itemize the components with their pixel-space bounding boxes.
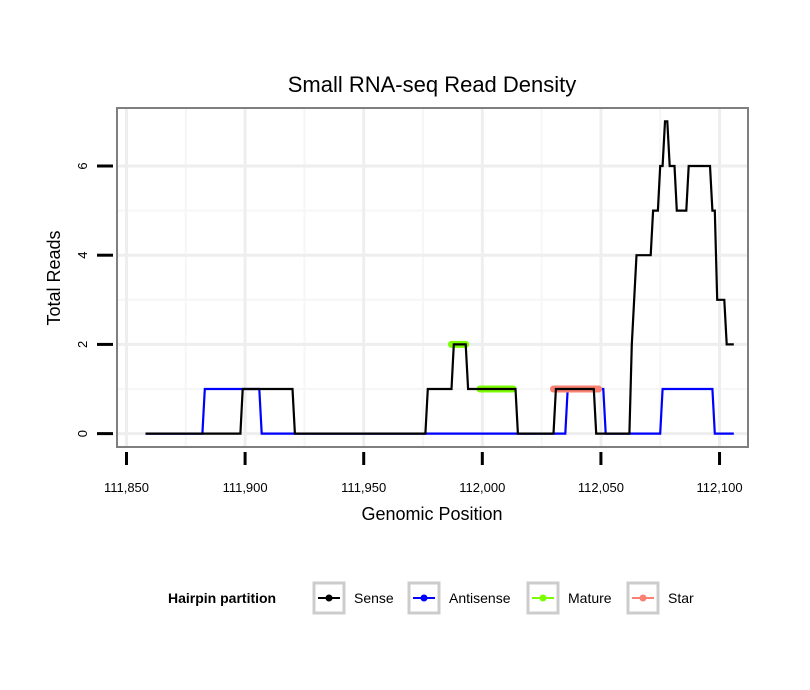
y-axis: 0 2 4 6 [75, 162, 113, 437]
legend-key-point [420, 594, 428, 602]
plot-border [116, 107, 749, 448]
legend-item-mature: Mature [526, 581, 612, 615]
legend-item-star: Star [626, 581, 694, 615]
x-tick-label: 112,100 [697, 480, 743, 495]
legend-label: Antisense [449, 590, 511, 606]
legend-title: Hairpin partition [168, 590, 276, 606]
y-tick-label: 0 [75, 430, 90, 437]
legend-item-antisense: Antisense [407, 581, 511, 615]
chart-title: Small RNA-seq Read Density [288, 72, 577, 97]
legend-key-point [325, 594, 333, 602]
y-tick-label: 2 [75, 341, 90, 348]
x-tick-label: 112,050 [578, 480, 624, 495]
x-tick-label: 111,950 [341, 480, 386, 495]
legend-label: Sense [354, 590, 394, 606]
x-tick-label: 112,000 [459, 480, 505, 495]
y-axis-title: Total Reads [44, 230, 64, 325]
legend-label: Star [668, 590, 694, 606]
plot-panel [117, 108, 748, 447]
legend-item-sense: Sense [312, 581, 394, 615]
x-axis-title: Genomic Position [361, 504, 502, 524]
legend-label: Mature [568, 590, 612, 606]
series-layer [145, 120, 734, 435]
y-tick-label: 6 [75, 162, 90, 169]
x-axis: 111,850 111,900 111,950 112,000 112,050 112,1… [104, 452, 743, 495]
x-tick-label: 111,850 [104, 480, 149, 495]
y-tick-label: 4 [75, 252, 90, 259]
series-sense-line [145, 120, 734, 435]
legend-items: Sense Antisense Mature Star [312, 581, 694, 615]
legend-key-point [539, 594, 547, 602]
plot-background [117, 108, 748, 447]
legend: Hairpin partition Sense Antisense Mature St… [168, 581, 694, 615]
legend-key-point [639, 594, 647, 602]
x-tick-label: 111,900 [223, 480, 268, 495]
